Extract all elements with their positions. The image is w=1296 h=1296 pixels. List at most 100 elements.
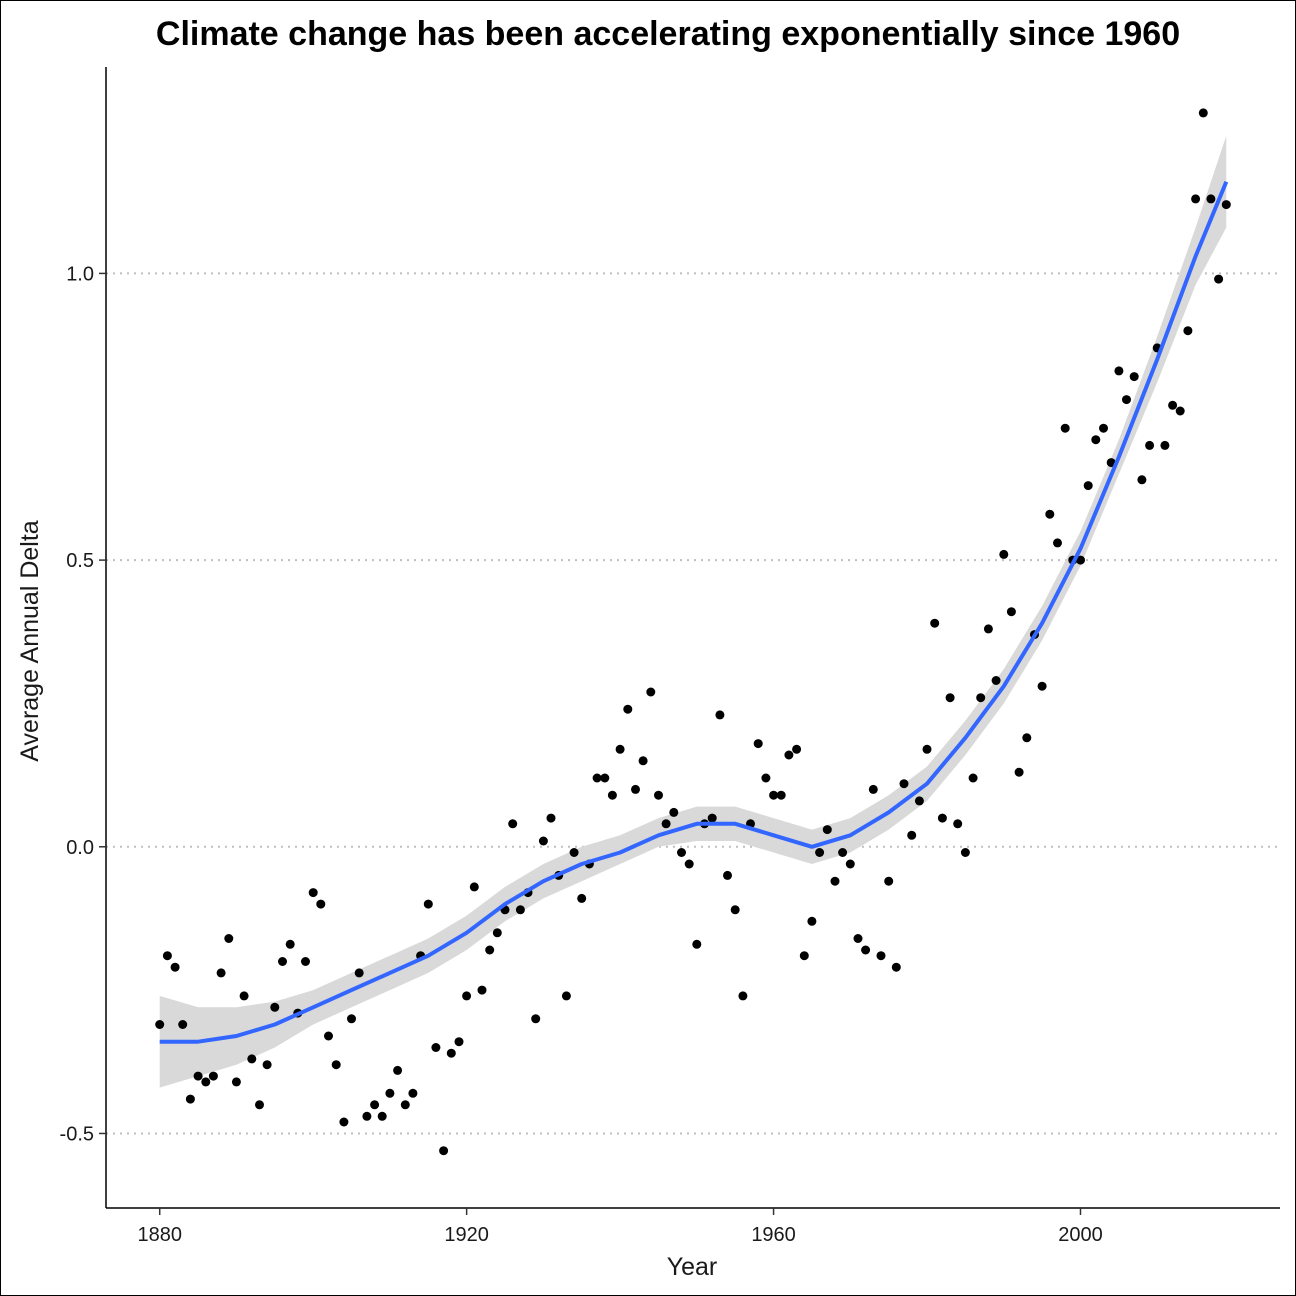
data-point: [208, 1071, 218, 1081]
data-point: [830, 876, 840, 886]
data-point: [485, 945, 495, 955]
data-point: [738, 991, 748, 1001]
x-tick-label: 1880: [137, 1224, 182, 1246]
data-point: [876, 951, 886, 961]
data-point: [1168, 400, 1178, 410]
data-point: [623, 704, 633, 714]
data-point: [730, 905, 740, 915]
data-point: [776, 790, 786, 800]
data-point: [753, 739, 763, 749]
data-point: [170, 962, 180, 972]
data-point: [661, 819, 671, 829]
points-layer: [155, 108, 1231, 1156]
data-point: [646, 687, 656, 697]
data-point: [891, 962, 901, 972]
data-point: [577, 893, 587, 903]
y-tick-label: 0.5: [66, 550, 94, 572]
data-point: [462, 991, 472, 1001]
data-point: [231, 1077, 241, 1087]
data-point: [631, 784, 640, 794]
data-point: [247, 1054, 257, 1064]
data-point: [1175, 406, 1185, 416]
data-point: [884, 876, 894, 886]
data-point: [1037, 681, 1047, 691]
data-point: [492, 928, 502, 938]
data-point: [1060, 423, 1070, 433]
data-point: [930, 618, 940, 628]
data-point: [339, 1117, 349, 1127]
data-point: [255, 1100, 264, 1110]
data-point: [377, 1111, 387, 1121]
data-point: [531, 1014, 541, 1024]
data-point: [822, 825, 832, 835]
data-point: [592, 773, 602, 783]
data-point: [1076, 555, 1085, 565]
data-point: [1014, 767, 1024, 777]
data-point: [423, 899, 433, 909]
data-point: [546, 813, 556, 823]
data-point: [1083, 481, 1093, 491]
y-tick-label: -0.5: [60, 1123, 94, 1145]
x-axis-label: Year: [667, 1253, 718, 1281]
data-point: [308, 888, 318, 898]
data-point: [914, 796, 924, 806]
data-point: [922, 744, 932, 754]
data-point: [362, 1111, 372, 1121]
data-point: [331, 1060, 341, 1070]
data-point: [807, 916, 817, 926]
data-point: [1129, 372, 1139, 382]
axes-layer: 1880 1920 1960 2000 -0.5 0.0 0.5 1.0: [60, 67, 1280, 1246]
data-point: [991, 676, 1001, 685]
data-point: [1053, 538, 1062, 548]
data-point: [538, 836, 548, 846]
data-point: [408, 1088, 418, 1098]
data-point: [439, 1146, 449, 1156]
data-point: [960, 848, 970, 857]
data-point: [868, 784, 878, 794]
data-point: [1160, 440, 1170, 450]
data-point: [185, 1094, 195, 1104]
data-point: [638, 756, 648, 766]
data-point: [193, 1071, 203, 1081]
data-point: [354, 968, 364, 978]
data-point: [1045, 509, 1055, 519]
data-point: [508, 819, 518, 829]
data-point: [1191, 194, 1201, 204]
data-point: [654, 790, 663, 800]
data-point: [469, 882, 479, 892]
data-point: [569, 848, 579, 857]
smooth-trend-line: [159, 180, 1229, 1044]
data-point: [615, 744, 625, 754]
data-point: [216, 968, 226, 978]
data-point: [1214, 274, 1224, 284]
data-point: [945, 693, 955, 703]
data-point: [677, 848, 686, 857]
data-point: [1022, 733, 1032, 743]
data-point: [1091, 435, 1101, 445]
data-point: [155, 1020, 165, 1029]
chart-title: Climate change has been accelerating exp…: [156, 15, 1180, 53]
data-point: [301, 957, 310, 966]
data-point: [607, 790, 617, 800]
data-point: [838, 848, 848, 857]
data-point: [477, 985, 487, 995]
data-point: [454, 1037, 464, 1047]
data-point: [723, 870, 732, 880]
data-point: [953, 819, 963, 829]
data-point: [707, 813, 717, 823]
data-point: [201, 1077, 211, 1087]
data-point: [270, 1002, 280, 1012]
data-point: [684, 859, 694, 869]
data-point: [262, 1060, 272, 1070]
data-point: [224, 934, 234, 943]
data-point: [968, 773, 978, 783]
data-point: [899, 779, 909, 789]
smooth-line-layer: [159, 180, 1229, 1044]
data-point: [692, 939, 702, 949]
data-point: [1221, 200, 1231, 210]
data-point: [815, 848, 825, 857]
data-point: [400, 1100, 410, 1110]
data-point: [845, 859, 855, 869]
